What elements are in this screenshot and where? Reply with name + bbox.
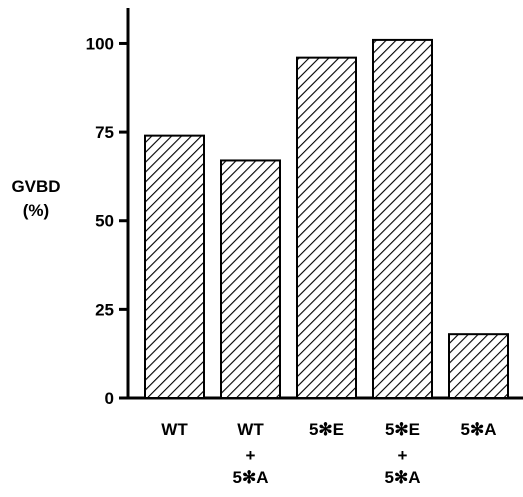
bar	[144, 134, 205, 400]
x-category-label: 5✻A	[233, 468, 269, 487]
y-tick-label: 50	[95, 212, 114, 231]
x-category-label: +	[246, 446, 256, 465]
bar	[372, 38, 433, 400]
bar	[220, 159, 281, 399]
y-tick-label: 100	[86, 34, 114, 53]
bar	[296, 56, 357, 400]
x-axis-labels: WT WT +5✻A 5✻E 5✻E +5✻A 5✻A	[161, 420, 496, 487]
x-category-label: WT	[161, 420, 188, 439]
x-category-label: 5✻A	[461, 420, 497, 439]
y-tick-label: 0	[105, 389, 114, 408]
y-tick-label: 75	[95, 123, 114, 142]
bar	[448, 333, 509, 400]
x-category-label: WT	[237, 420, 264, 439]
y-axis-label-line2: (%)	[23, 201, 49, 220]
y-tick-label: 25	[95, 300, 114, 319]
y-axis-label-line1: GVBD	[11, 177, 60, 196]
x-category-label: 5✻E	[309, 420, 344, 439]
x-category-label: 5✻E	[385, 420, 420, 439]
x-category-label: 5✻A	[385, 468, 421, 487]
bars	[144, 38, 509, 400]
x-category-label: +	[398, 446, 408, 465]
